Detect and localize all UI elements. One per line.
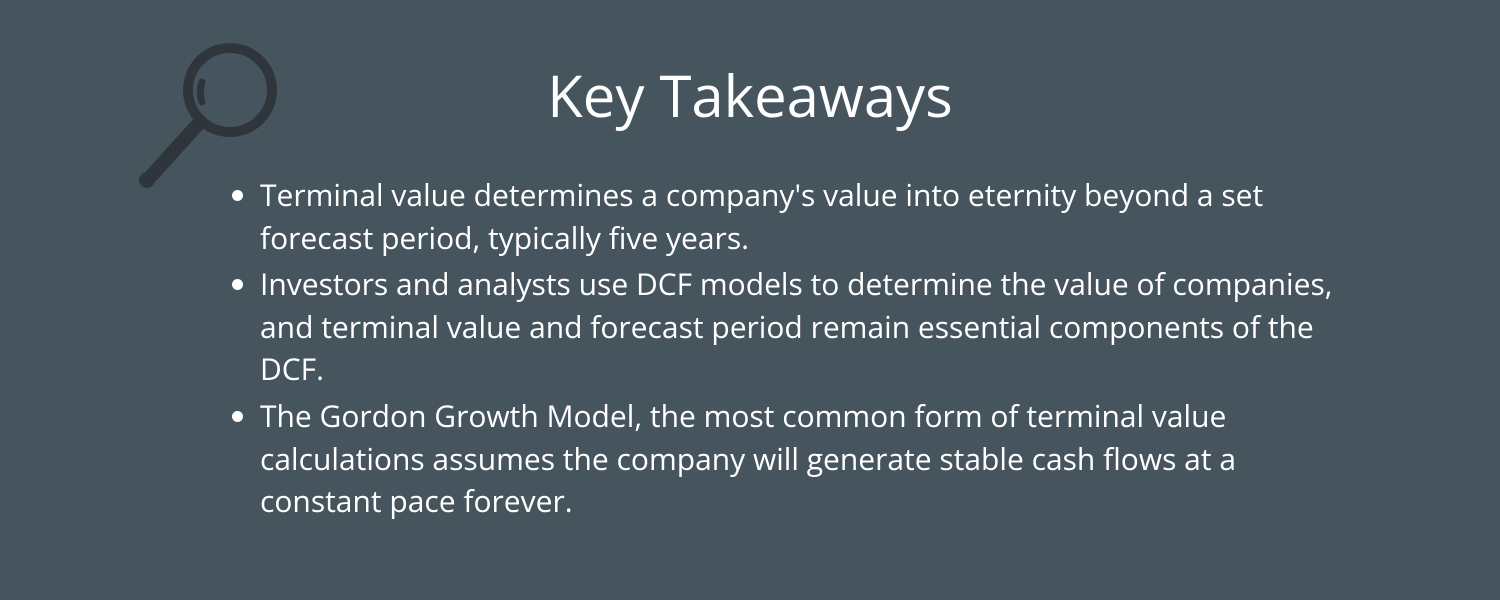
magnifying-glass-icon bbox=[130, 30, 300, 200]
list-item: Terminal value determines a company's va… bbox=[260, 174, 1400, 259]
bullet-list: Terminal value determines a company's va… bbox=[200, 174, 1400, 523]
list-item: The Gordon Growth Model, the most common… bbox=[260, 395, 1400, 523]
page-title: Key Takeaways bbox=[300, 55, 1200, 134]
list-item: Investors and analysts use DCF models to… bbox=[260, 263, 1400, 391]
